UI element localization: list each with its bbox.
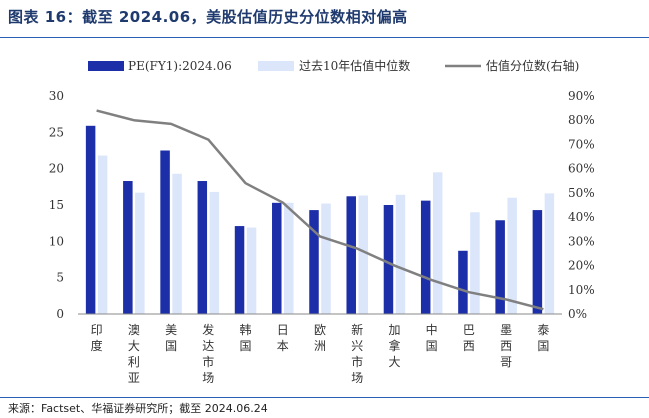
bar-median: [172, 173, 182, 314]
x-tick-label: 韩国: [240, 322, 252, 353]
legend-median-label: 过去10年估值中位数: [299, 58, 410, 73]
y-right-tick-label: 10%: [568, 283, 595, 297]
bar-median: [395, 194, 406, 314]
title-divider: [0, 37, 649, 38]
bar-pe: [458, 250, 468, 314]
y-right-tick-label: 80%: [568, 113, 595, 127]
y-right-tick-label: 70%: [568, 137, 595, 151]
x-tick-label: 泰国: [537, 323, 549, 353]
bar-pe: [383, 205, 394, 314]
y-right-tick-label: 50%: [568, 186, 595, 200]
bar-pe: [160, 150, 170, 314]
x-tick-label: 墨西哥: [500, 323, 512, 369]
bar-median: [358, 195, 368, 314]
x-tick-label: 印度: [91, 323, 103, 353]
x-tick-label: 欧洲: [314, 323, 326, 353]
bar-median: [544, 193, 555, 314]
y-left-tick-label: 0: [56, 307, 64, 321]
bar-pe: [123, 181, 133, 314]
x-tick-label: 中国: [426, 322, 438, 353]
y-left-tick-label: 30: [49, 89, 64, 103]
bar-pe: [197, 181, 208, 314]
bar-median: [97, 155, 108, 314]
y-right-tick-label: 30%: [568, 234, 595, 248]
x-tick-label: 加拿大: [388, 323, 400, 369]
x-tick-label: 发达市场: [202, 322, 214, 385]
legend-median-swatch: [258, 61, 294, 71]
y-right-tick-label: 60%: [568, 162, 595, 176]
bar-median: [321, 203, 331, 314]
bar-median: [507, 197, 517, 314]
y-right-tick-label: 20%: [568, 259, 595, 273]
bar-pe: [346, 196, 356, 314]
bar-pe: [420, 200, 431, 314]
x-tick-label: 澳大利亚: [128, 323, 140, 385]
x-tick-label: 巴西: [463, 323, 475, 353]
y-right-tick-label: 0%: [568, 307, 587, 321]
bar-median: [209, 191, 220, 314]
bar-pe: [234, 226, 245, 314]
y-right-tick-label: 90%: [568, 89, 595, 103]
bar-median: [284, 202, 294, 314]
x-tick-label: 日本: [277, 323, 289, 353]
chart-title: 图表 16：截至 2024.06，美股估值历史分位数相对偏高: [8, 8, 408, 26]
y-left-tick-label: 20: [49, 162, 64, 176]
y-left-tick-label: 15: [49, 198, 64, 212]
bar-pe: [309, 210, 319, 314]
bar-pe: [272, 202, 282, 314]
footer-divider: [0, 397, 649, 398]
bar-pe: [532, 210, 543, 314]
bar-median: [432, 172, 443, 314]
bar-median: [135, 192, 145, 314]
bar-pe: [495, 220, 505, 314]
chart: PE(FY1):2024.06 过去10年估值中位数 估值分位数(右轴) 0 5 10 15…: [49, 58, 595, 385]
bar-median: [246, 227, 257, 314]
source-note: 来源：Factset、华福证券研究所；截至 2024.06.24: [8, 402, 268, 415]
legend-percentile-label: 估值分位数(右轴): [486, 58, 579, 73]
legend-pe-swatch: [88, 61, 124, 71]
bar-pe: [85, 125, 96, 314]
legend-pe-label: PE(FY1):2024.06: [128, 59, 232, 73]
y-right-tick-label: 40%: [568, 210, 595, 224]
x-tick-label: 新兴市场: [351, 322, 363, 385]
x-tick-label: 美国: [165, 323, 177, 353]
y-left-tick-label: 5: [56, 271, 64, 285]
bar-median: [470, 212, 480, 314]
y-left-tick-label: 10: [49, 234, 64, 248]
y-left-tick-label: 25: [49, 125, 64, 139]
